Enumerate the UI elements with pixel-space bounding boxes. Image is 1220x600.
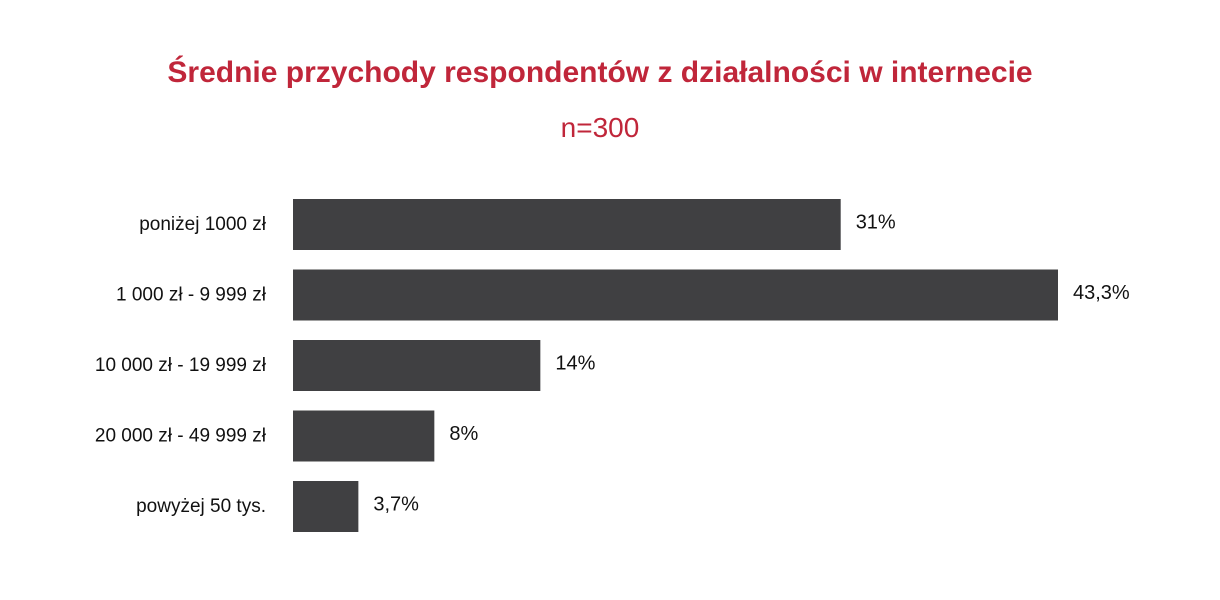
chart-subtitle: n=300: [560, 112, 640, 143]
chart-title: Średnie przychody respondentów z działal…: [167, 56, 1033, 89]
value-label: 3,7%: [373, 494, 419, 516]
category-label: poniżej 1000 zł: [139, 214, 267, 235]
category-label: 10 000 zł - 19 999 zł: [95, 355, 267, 376]
value-label: 8%: [449, 423, 478, 445]
bar: [293, 269, 1058, 321]
bar: [293, 481, 359, 532]
bar: [293, 199, 841, 250]
bar: [293, 410, 435, 462]
bar: [293, 340, 541, 391]
category-label: 1 000 zł - 9 999 zł: [116, 285, 267, 306]
value-label: 31%: [856, 212, 896, 234]
category-label: 20 000 zł - 49 999 zł: [95, 426, 267, 447]
category-label: powyżej 50 tys.: [136, 496, 266, 517]
value-label: 14%: [555, 353, 595, 375]
value-label: 43,3%: [1073, 282, 1130, 304]
